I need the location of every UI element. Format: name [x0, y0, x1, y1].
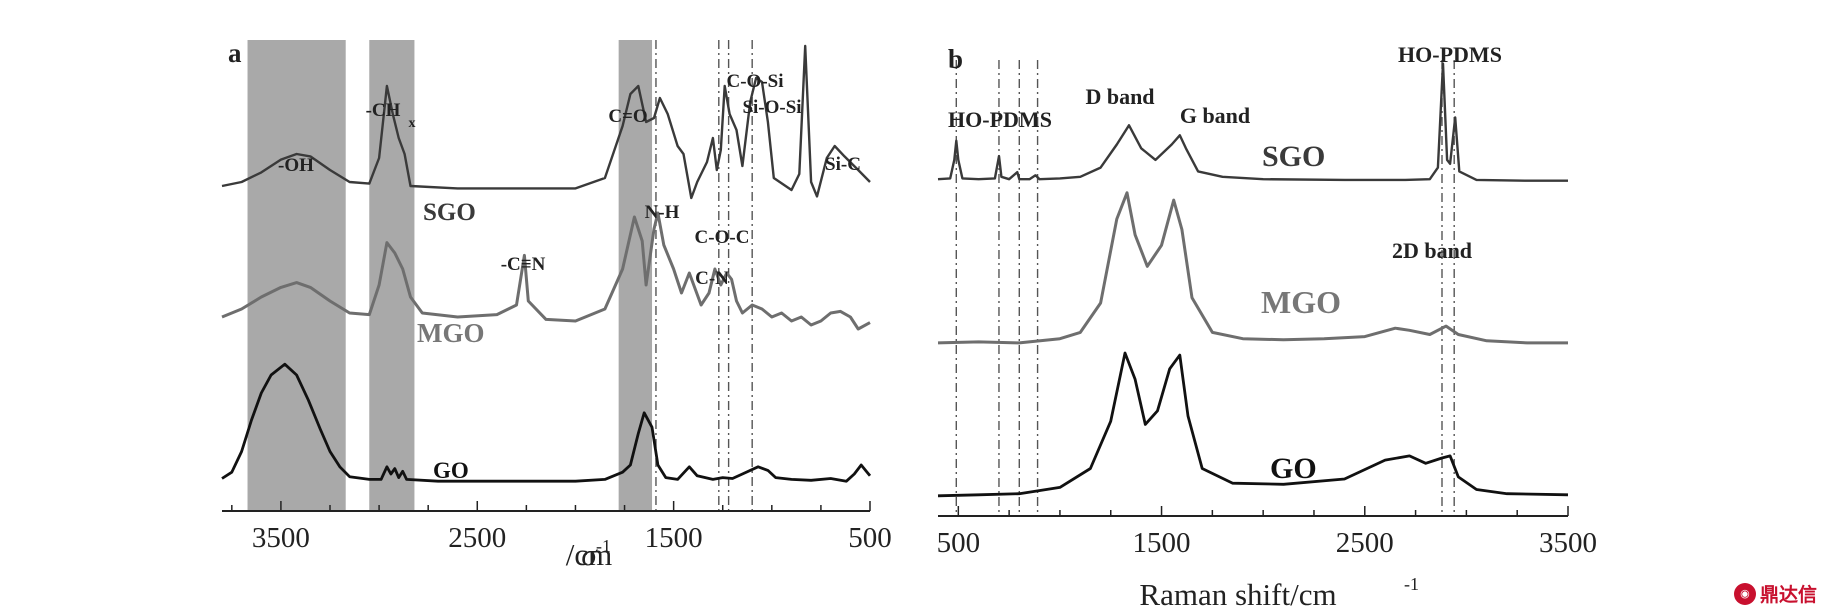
series-label-a-sgo: SGO — [423, 199, 476, 226]
curve-b-sgo — [937, 62, 1568, 182]
x-a-tick-label-2500: 2500 — [448, 522, 506, 554]
curve-a-mgo — [221, 211, 871, 331]
annotation-d-band: D band — [1085, 84, 1154, 109]
x-b-tick-label-2500: 2500 — [1336, 527, 1394, 559]
annotation-ho-pdms-left: HO-PDMS — [948, 107, 1052, 132]
annotation-chx-sub: x — [409, 116, 416, 131]
xlabel-b-sup: -1 — [1404, 574, 1419, 594]
ticks-b: 500 1500 2500 3500 — [937, 506, 1597, 559]
series-label-b-mgo: MGO — [1261, 284, 1341, 320]
curve-b-mgo — [937, 191, 1568, 345]
watermark: ◉ 鼎达信 — [1733, 580, 1817, 607]
curve-a-go — [221, 362, 872, 483]
x-a-tick-label-1500: 1500 — [645, 522, 703, 554]
xlabel-a-sup: -1 — [596, 536, 611, 556]
annotation-coc: C-O-C — [695, 227, 750, 248]
x-b-tick-label-500: 500 — [937, 527, 981, 559]
ticks-a: 3500 2500 1500 500 — [231, 501, 892, 554]
annotation-cn: C-N — [695, 268, 729, 289]
watermark-text: 鼎达信 — [1759, 584, 1817, 606]
series-label-a-mgo: MGO — [417, 318, 485, 348]
shaded-bands-a — [247, 40, 653, 511]
curve-b-go — [937, 351, 1569, 498]
annotation-g-band: G band — [1180, 103, 1250, 128]
curves-a — [221, 44, 872, 483]
annotation-2d-band: 2D band — [1392, 238, 1472, 263]
annotation-chx: -CH — [366, 100, 401, 121]
curves-b — [937, 62, 1569, 498]
annotation-cn-triple: -C≡N — [501, 254, 546, 275]
watermark-logo-icon: ◉ — [1733, 582, 1756, 605]
annotation-sic: Si-C — [825, 154, 861, 175]
panel-label-a: a — [228, 38, 242, 68]
panel-b: 500 1500 2500 3500 b Raman shift/cm -1 HO-P… — [937, 42, 1597, 612]
panel-a: 3500 2500 1500 500 a σ /cm -1 -OH -CH x C=O… — [221, 38, 892, 572]
annotation-ho-pdms-right: HO-PDMS — [1398, 42, 1502, 67]
curve-a-sgo — [221, 44, 871, 200]
shaded-band-1 — [369, 40, 415, 511]
dashed-lines-b — [955, 60, 1455, 516]
annotation-cosi: C-O-Si — [727, 71, 784, 92]
series-label-b-sgo: SGO — [1262, 140, 1325, 173]
x-b-tick-label-3500: 3500 — [1539, 527, 1597, 559]
series-label-b-go: GO — [1270, 452, 1317, 485]
xlabel-a-main: σ — [581, 537, 598, 572]
annotation-nh: N-H — [645, 202, 680, 223]
xlabel-b: Raman shift/cm — [1139, 577, 1336, 612]
x-a-tick-label-3500: 3500 — [252, 522, 310, 554]
panel-label-b: b — [948, 44, 963, 74]
x-a-tick-label-500: 500 — [848, 522, 892, 554]
shaded-band-0 — [247, 40, 346, 511]
x-b-tick-label-1500: 1500 — [1133, 527, 1191, 559]
annotation-co: C=O — [608, 106, 647, 127]
annotation-siosi: Si-O-Si — [742, 97, 801, 118]
series-label-a-go: GO — [433, 458, 469, 483]
annotation-oh: -OH — [278, 155, 314, 176]
xlabel-a-unit: /cm — [566, 537, 613, 572]
